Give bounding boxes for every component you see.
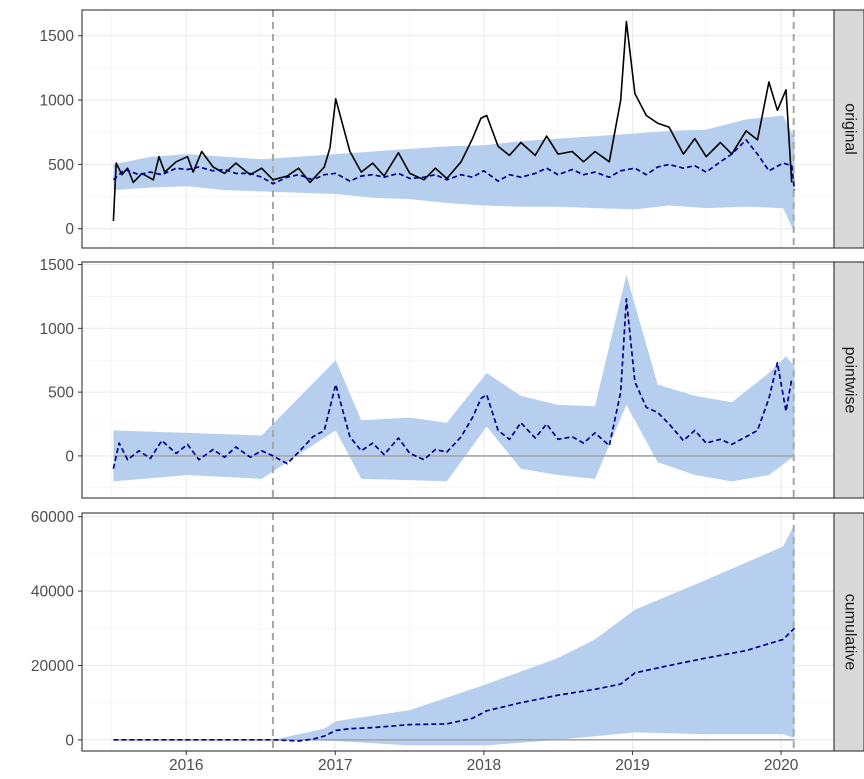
panel-cumulative: 0 20000 40000 60000 cumulative [31,509,864,752]
predicted-series-line [112,139,796,191]
y-tick-label: 1500 [40,28,75,45]
x-tick-label: 2020 [764,757,799,774]
y-tick-label: 0 [65,221,74,238]
predicted-series-line [112,298,793,469]
panel-data-layer [113,513,796,751]
panel-data-layer [112,10,796,248]
facet-strip-label: pointwise [842,347,859,414]
facet-strip [833,261,864,499]
y-tick-label: 20000 [31,658,74,675]
facet-strip-label: cumulative [842,594,859,671]
y-tick-label: 500 [48,385,74,402]
y-tick-label: 60000 [31,509,74,526]
y-tick-label: 0 [65,732,74,749]
observed-series-line [112,20,793,222]
confidence-band [113,274,795,482]
x-tick-label: 2017 [318,757,352,774]
panel-pointwise: 0 500 1000 1500 pointwise [40,257,864,499]
y-tick-label: 1000 [40,321,75,338]
facet-strip [833,512,864,752]
confidence-band [113,524,795,746]
facet-strip-label: original [842,103,859,155]
x-tick-label: 2019 [615,757,649,774]
panel-original: 0 500 1000 1500 original [40,9,864,249]
y-tick-label: 40000 [31,584,74,601]
x-tick-label: 2016 [169,757,203,774]
y-tick-label: 1500 [40,257,75,274]
y-tick-label: 500 [48,157,74,174]
panel-data-layer [112,262,795,498]
confidence-band [113,115,795,233]
facet-strip [833,9,864,249]
predicted-series-line [113,627,796,742]
y-tick-label: 0 [65,448,74,465]
y-tick-label: 1000 [40,93,75,110]
x-tick-label: 2018 [467,757,501,774]
